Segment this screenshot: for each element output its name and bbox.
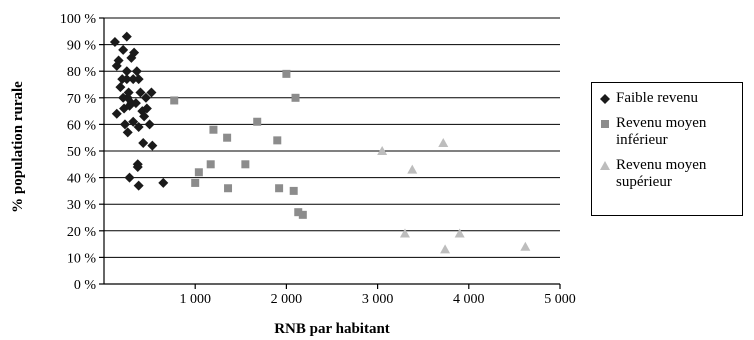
square-data-point <box>170 96 179 105</box>
gridlines <box>104 17 560 258</box>
diamond-data-point <box>121 74 132 85</box>
data-points <box>109 31 531 254</box>
y-tick-label: 60 % <box>67 118 97 133</box>
square-marker-icon <box>599 115 613 132</box>
square-data-point <box>282 69 291 78</box>
legend-item-revenu-moyen-inferieur: Revenu moyen inférieur <box>599 115 736 149</box>
x-tick-labels: 1 000 2 000 3 000 4 000 5 000 <box>179 292 575 307</box>
x-tick-label: 1 000 <box>179 292 211 307</box>
diamond-data-point <box>118 44 129 55</box>
diamond-data-point <box>111 108 122 119</box>
square-data-point <box>273 136 282 145</box>
square-data-point <box>206 160 215 169</box>
legend: Faible revenu Revenu moyen inférieur Rev… <box>591 82 743 216</box>
square-data-point <box>253 117 262 126</box>
y-tick-label: 30 % <box>67 198 97 213</box>
diamond-data-point <box>124 172 135 183</box>
diamond-data-point <box>123 87 134 98</box>
diamond-data-point <box>133 74 144 85</box>
diamond-marker-icon <box>599 90 613 107</box>
legend-label: Revenu moyen inférieur <box>616 115 707 148</box>
triangle-data-point <box>520 241 531 251</box>
axes <box>99 17 561 289</box>
triangle-data-point <box>399 228 410 238</box>
square-data-point <box>291 93 300 102</box>
diamond-data-point <box>133 180 144 191</box>
y-tick-label: 50 % <box>67 145 97 160</box>
diamond-data-point <box>140 92 151 103</box>
diamond-data-point <box>128 116 139 127</box>
diamond-data-point <box>129 47 140 58</box>
diamond-data-point <box>141 103 152 114</box>
y-tick-label: 100 % <box>60 12 97 27</box>
y-tick-label: 40 % <box>67 172 97 187</box>
square-data-point <box>289 186 298 195</box>
y-tick-label: 10 % <box>67 251 97 266</box>
square-data-point <box>191 178 200 187</box>
y-tick-label: 20 % <box>67 225 97 240</box>
triangle-data-point <box>438 138 449 148</box>
diamond-data-point <box>132 161 143 172</box>
diamond-data-point <box>124 100 135 111</box>
diamond-data-point <box>138 138 149 149</box>
triangle-data-point <box>377 146 388 155</box>
y-tick-label: 70 % <box>67 92 97 107</box>
triangle-data-point <box>454 228 465 238</box>
square-data-point <box>275 184 284 193</box>
diamond-data-point <box>109 36 120 47</box>
diamond-data-point <box>147 140 158 151</box>
triangle-data-point <box>440 244 451 254</box>
square-data-point <box>209 125 218 134</box>
legend-label: Revenu moyen supérieur <box>616 157 707 190</box>
y-tick-label: 80 % <box>67 65 97 80</box>
diamond-data-point <box>139 111 150 122</box>
x-tick-label: 5 000 <box>544 292 576 307</box>
square-data-point <box>194 168 203 177</box>
triangle-marker-icon <box>599 157 613 174</box>
y-tick-label: 0 % <box>74 278 97 293</box>
square-data-point <box>241 160 250 169</box>
y-tick-label: 90 % <box>67 39 97 54</box>
diamond-data-point <box>146 87 157 98</box>
diamond-data-point <box>128 74 139 85</box>
diamond-data-point <box>131 66 142 77</box>
x-tick-label: 2 000 <box>271 292 303 307</box>
diamond-data-point <box>118 92 129 103</box>
x-tick-label: 4 000 <box>453 292 485 307</box>
square-data-point <box>223 133 232 142</box>
diamond-data-point <box>158 177 169 188</box>
x-tick-label: 3 000 <box>362 292 394 307</box>
diamond-data-point <box>135 87 146 98</box>
diamond-data-point <box>113 55 124 66</box>
legend-label: Faible revenu <box>616 90 699 106</box>
diamond-data-point <box>144 119 155 130</box>
diamond-data-point <box>121 31 132 42</box>
diamond-data-point <box>122 127 133 138</box>
legend-item-revenu-moyen-superieur: Revenu moyen supérieur <box>599 157 736 191</box>
diamond-data-point <box>115 82 126 93</box>
y-axis-title: % population rurale <box>10 81 26 213</box>
square-data-point <box>298 210 307 219</box>
square-data-point <box>224 184 233 193</box>
diamond-data-point <box>133 122 144 133</box>
diamond-data-point <box>121 66 132 77</box>
y-tick-labels: 0 % 10 % 20 % 30 % 40 % 50 % 60 % 70 % 80 % 90 % 1… <box>60 12 97 293</box>
diamond-data-point <box>119 119 130 130</box>
legend-item-faible-revenu: Faible revenu <box>599 90 736 107</box>
x-axis-title: RNB par habitant <box>274 321 390 337</box>
triangle-data-point <box>407 164 418 174</box>
